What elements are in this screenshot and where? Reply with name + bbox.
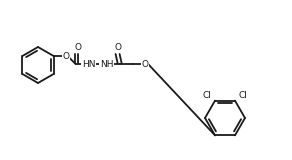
Text: Cl: Cl — [239, 91, 247, 100]
Text: O: O — [114, 43, 121, 52]
Text: HN: HN — [82, 60, 95, 68]
Text: O: O — [62, 52, 69, 60]
Text: Cl: Cl — [203, 91, 211, 100]
Text: O: O — [74, 43, 81, 52]
Text: NH: NH — [100, 60, 113, 68]
Text: O: O — [141, 60, 148, 68]
